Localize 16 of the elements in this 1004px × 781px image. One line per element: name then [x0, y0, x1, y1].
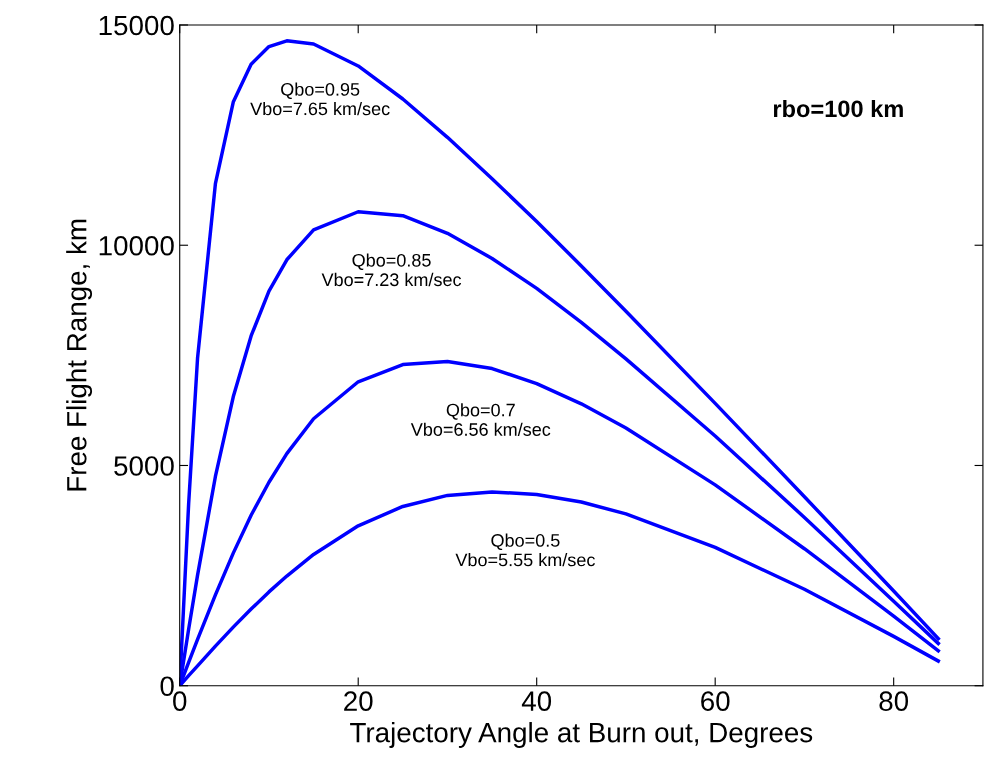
series-label: Qbo=0.5 Vbo=5.55 km/sec	[455, 533, 595, 567]
y-tick-label: 5000	[114, 456, 174, 476]
annotation: rbo=100 km	[773, 99, 903, 118]
x-tick-label: 40	[521, 691, 552, 711]
x-tick-label: 0	[173, 691, 187, 711]
series-label: Qbo=0.95 Vbo=7.65 km/sec	[250, 82, 390, 116]
series-label: Qbo=0.85 Vbo=7.23 km/sec	[321, 253, 462, 287]
x-tick-label: 20	[344, 691, 373, 711]
y-axis-title: Free Flight Range, km	[66, 219, 93, 491]
x-axis-title: Trajectory Angle at Burn out, Degrees	[350, 722, 813, 748]
y-tick-label: 15000	[99, 15, 174, 36]
y-tick-label: 0	[160, 676, 174, 697]
series-label: Qbo=0.7 Vbo=6.56 km/sec	[410, 403, 551, 436]
x-tick-label: 60	[701, 691, 730, 711]
y-tick-label: 10000	[99, 235, 174, 256]
x-tick-label: 80	[879, 691, 909, 711]
